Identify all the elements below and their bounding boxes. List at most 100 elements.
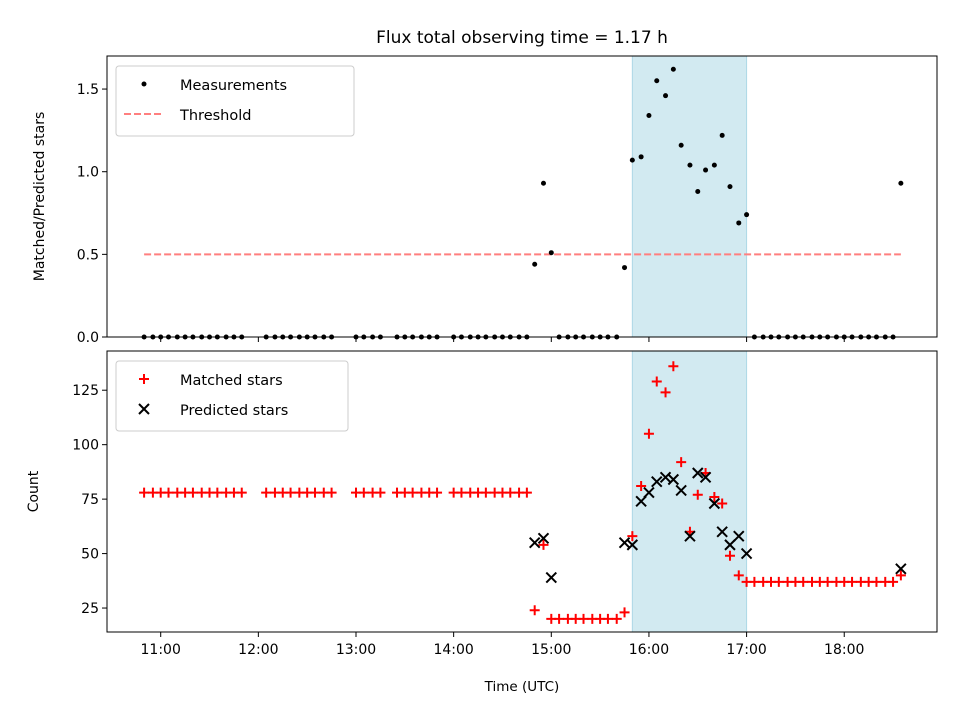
measurement-point [670,66,676,72]
measurement-point [629,157,635,163]
matched-point [529,605,540,616]
legend-swatch [141,81,147,87]
measurement-point [663,93,669,99]
y-tick-label: 1.0 [77,165,99,181]
matched-point [163,487,174,498]
matched-point [432,487,443,498]
y-tick-label: 100 [72,438,99,454]
x-tick-label: 13:00 [336,642,376,658]
matched-point [358,487,369,498]
x-axis-label: Time (UTC) [484,679,560,695]
matched-point [375,487,386,498]
measurement-point [687,162,693,168]
measurement-point [548,250,554,256]
matched-point [636,481,647,492]
matched-point [773,576,784,587]
matched-point [717,498,728,509]
matched-point [578,613,589,624]
matched-point [326,487,337,498]
matched-point [847,576,858,587]
matched-point [724,550,735,561]
matched-point [643,428,654,439]
y-tick-label: 25 [81,601,99,617]
predicted-point [545,571,558,584]
y-tick-label: 0.0 [77,330,99,346]
predicted-point [692,467,704,479]
measurement-point [695,189,701,195]
measurement-point [638,154,644,160]
matched-point [236,487,247,498]
matched-point [285,487,296,498]
measurement-point [654,78,660,84]
y-tick-label: 125 [72,383,99,399]
predicted-point [528,536,541,549]
x-tick-label: 15:00 [531,642,571,658]
matched-point [521,487,532,498]
x-tick-label: 12:00 [238,642,278,658]
y-axis-label: Count [26,470,42,512]
matched-point [602,613,613,624]
legend-swatch [139,374,149,384]
predicted-point [733,530,745,542]
matched-point [187,487,198,498]
predicted-point [626,539,639,551]
matched-point [139,487,150,498]
matched-point [407,487,418,498]
measurement-point [744,212,750,218]
matched-point [261,487,272,498]
predicted-point [667,473,680,486]
matched-point [668,361,679,372]
predicted-point [643,486,655,499]
matched-point [212,487,223,498]
measurement-point [736,220,742,226]
legend: Matched stars Predicted stars [115,360,349,432]
x-tick-label: 14:00 [433,642,473,658]
predicted-point [708,497,721,510]
legend-box [115,65,355,137]
matched-point [709,491,720,502]
x-tick-label: 18:00 [824,642,864,658]
matched-point [538,539,549,550]
matched-point [660,387,671,398]
predicted-point [651,475,663,488]
x-tick-label: 11:00 [141,642,181,658]
matched-point [456,487,467,498]
matched-point [895,570,906,581]
matched-point [733,570,744,581]
predicted-point [895,563,907,575]
measurement-point [646,113,652,119]
x-tick-label: 16:00 [629,642,669,658]
matched-point [554,613,565,624]
matched-point [692,489,703,500]
matched-point [619,607,630,618]
matched-point [309,487,320,498]
predicted-point [740,547,753,560]
legend-swatch [138,403,150,415]
matched-point [505,487,516,498]
predicted-point [699,471,712,484]
y-axis-label: Matched/Predicted stars [32,112,48,282]
matched-point [611,613,622,624]
legend-label: Measurements [180,78,287,94]
matched-point [749,576,760,587]
legend-box [115,360,349,432]
legend-label: Predicted stars [180,403,288,419]
y-tick-label: 75 [81,492,99,508]
legend: Measurements Threshold [115,65,355,137]
measurement-point [703,167,709,173]
measurement-point [540,180,546,186]
y-tick-label: 50 [81,547,99,563]
matched-point [676,457,687,468]
measurement-point [898,180,904,186]
highlight-band [632,56,747,337]
predicted-point [537,532,550,545]
axes-frame [106,55,938,338]
matched-point [651,376,662,387]
chart-title: Flux total observing time = 1.17 h [376,28,668,48]
predicted-point [716,526,728,538]
predicted-point [724,539,736,551]
legend-label: Matched stars [180,373,283,389]
measurement-point [532,261,538,267]
measurement-point [678,142,684,148]
